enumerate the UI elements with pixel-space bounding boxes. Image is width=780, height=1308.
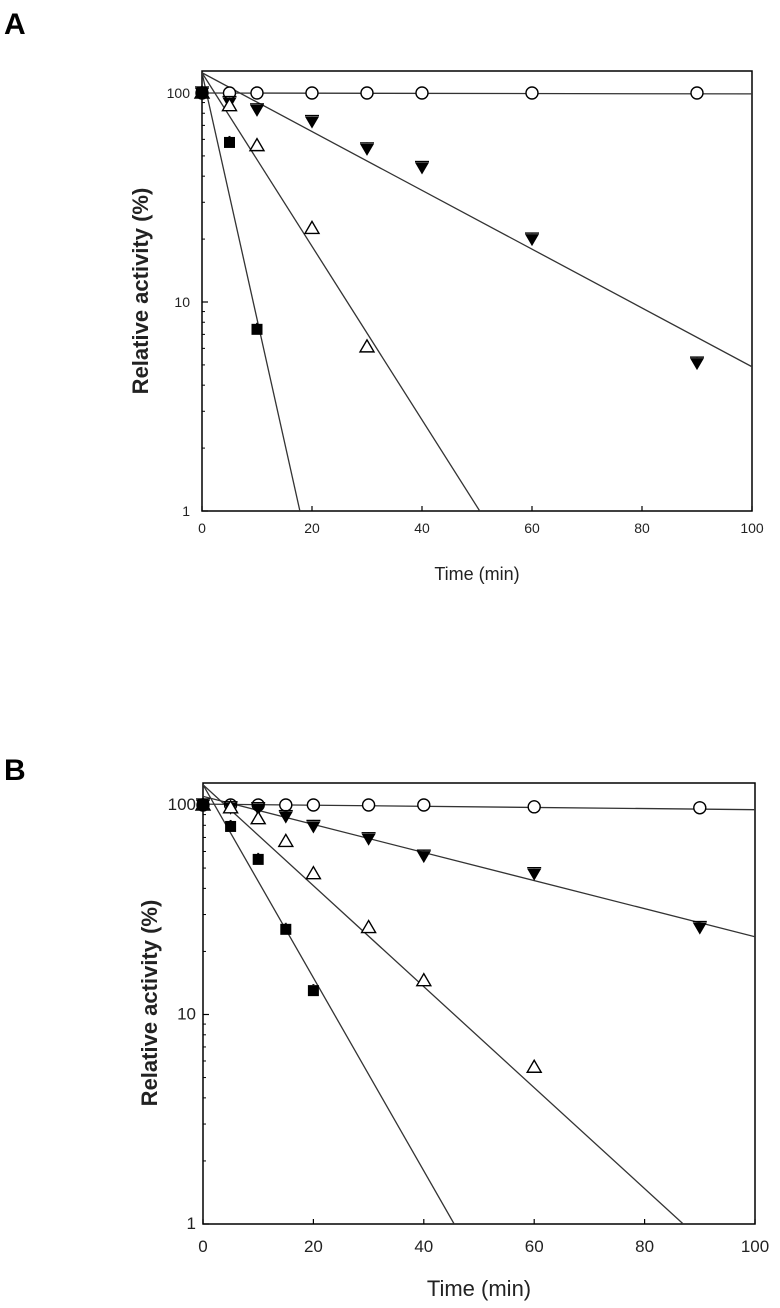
- y-tick-label: 1: [187, 1214, 196, 1233]
- fit-line: [203, 784, 684, 1224]
- panel-b: B 0 20 40 60 80 100 1 10 100 Time (min) Relativ…: [4, 754, 769, 1301]
- data-point: [525, 86, 539, 100]
- panel-label: B: [4, 754, 26, 787]
- data-point: [251, 322, 263, 335]
- data-markers: [194, 796, 707, 1073]
- x-tick-label: 20: [304, 520, 320, 536]
- data-point: [693, 801, 707, 815]
- y-tick-label: 10: [177, 1005, 196, 1024]
- data-point: [251, 802, 266, 816]
- panel-a: A 0 20 40 60 80 100 1 10 100 Time (min) Relativ…: [4, 8, 764, 584]
- data-point: [690, 356, 704, 371]
- data-point: [278, 809, 293, 824]
- fit-line: [203, 795, 755, 938]
- data-point: [360, 919, 377, 934]
- y-axis: 1 10 100: [167, 85, 208, 519]
- x-tick-label: 80: [635, 1237, 654, 1256]
- x-tick-label: 0: [198, 520, 206, 536]
- data-point: [525, 1058, 543, 1073]
- data-point: [527, 866, 542, 881]
- x-tick-label: 60: [524, 520, 540, 536]
- y-axis-title: Relative activity (%): [137, 900, 162, 1107]
- data-point: [415, 86, 429, 100]
- y-tick-label: 100: [167, 85, 191, 101]
- data-point: [248, 137, 266, 152]
- y-axis-title: Relative activity (%): [128, 188, 153, 395]
- data-point: [307, 984, 319, 997]
- data-point: [527, 800, 541, 814]
- data-point: [360, 86, 374, 100]
- data-point: [692, 920, 707, 935]
- data-point: [249, 810, 267, 825]
- data-point: [303, 220, 321, 235]
- fit-lines: [202, 72, 752, 511]
- data-point: [358, 338, 376, 353]
- data-point: [250, 103, 264, 117]
- x-tick-label: 100: [741, 1237, 769, 1256]
- fit-line: [202, 92, 752, 95]
- x-tick-label: 40: [414, 520, 430, 536]
- data-point: [224, 135, 235, 148]
- x-axis-title: Time (min): [427, 1276, 531, 1301]
- data-point: [417, 798, 431, 812]
- y-axis: 1 10 100: [168, 795, 209, 1233]
- data-point: [361, 798, 376, 812]
- data-point: [305, 86, 319, 100]
- fit-line: [203, 784, 455, 1224]
- data-point: [250, 86, 264, 100]
- fit-line: [203, 803, 755, 811]
- x-axis: 0 20 40 60 80 100: [198, 506, 764, 536]
- data-point: [279, 798, 293, 812]
- data-point: [306, 798, 321, 812]
- plot-frame: [201, 70, 753, 512]
- data-point: [360, 142, 374, 156]
- data-point: [306, 819, 321, 834]
- data-point: [252, 852, 264, 865]
- x-tick-label: 80: [634, 520, 650, 536]
- x-axis-title: Time (min): [434, 564, 519, 584]
- panel-label: A: [4, 8, 26, 41]
- y-tick-label: 100: [168, 795, 196, 814]
- data-point: [280, 922, 292, 935]
- data-point: [415, 160, 429, 175]
- y-tick-label: 1: [182, 503, 190, 519]
- x-tick-label: 40: [414, 1237, 433, 1256]
- data-point: [525, 232, 539, 247]
- x-tick-label: 0: [198, 1237, 207, 1256]
- fit-line: [202, 72, 301, 511]
- fit-line: [202, 72, 752, 368]
- data-point: [222, 799, 239, 814]
- x-tick-label: 20: [304, 1237, 323, 1256]
- data-point: [690, 86, 704, 100]
- data-markers: [193, 84, 704, 371]
- y-tick-label: 10: [174, 294, 190, 310]
- x-axis: 0 20 40 60 80 100: [198, 1219, 769, 1256]
- data-point: [415, 972, 433, 987]
- data-point: [416, 849, 431, 864]
- data-point: [221, 97, 238, 112]
- plot-frame: [202, 782, 756, 1225]
- data-point: [277, 833, 295, 848]
- x-tick-label: 100: [740, 520, 764, 536]
- data-point: [225, 819, 237, 832]
- data-point: [305, 114, 319, 129]
- fit-line: [202, 72, 481, 511]
- data-point: [305, 865, 322, 880]
- data-point: [361, 832, 376, 846]
- x-tick-label: 60: [525, 1237, 544, 1256]
- fit-lines: [203, 784, 755, 1224]
